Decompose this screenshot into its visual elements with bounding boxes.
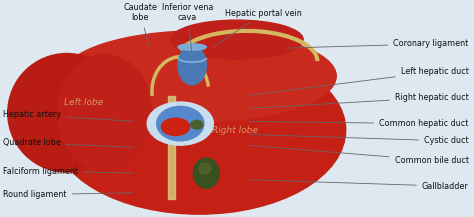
Ellipse shape [161, 118, 190, 135]
Text: Hepatic artery: Hepatic artery [3, 110, 133, 121]
Text: Coronary ligament: Coronary ligament [287, 39, 469, 48]
Text: Right lobe: Right lobe [212, 126, 257, 135]
Text: Common hepatic duct: Common hepatic duct [249, 119, 469, 128]
Text: Gallbladder: Gallbladder [249, 180, 469, 191]
Text: Left hepatic duct: Left hepatic duct [249, 67, 469, 95]
Text: Left lobe: Left lobe [64, 97, 103, 107]
Text: Right hepatic duct: Right hepatic duct [249, 93, 469, 108]
Text: Quadrate lobe: Quadrate lobe [3, 138, 133, 148]
Text: Caudate
lobe: Caudate lobe [123, 3, 157, 45]
Ellipse shape [57, 55, 152, 171]
Ellipse shape [53, 46, 346, 214]
Ellipse shape [191, 120, 203, 129]
Ellipse shape [8, 54, 126, 172]
Ellipse shape [178, 44, 206, 50]
Text: Common bile duct: Common bile duct [249, 145, 469, 165]
Text: Hepatic portal vein: Hepatic portal vein [213, 9, 301, 47]
Polygon shape [167, 95, 174, 199]
Text: Round ligament: Round ligament [3, 190, 133, 199]
Text: Falciform ligament: Falciform ligament [3, 166, 133, 176]
Ellipse shape [193, 158, 219, 188]
Ellipse shape [147, 102, 213, 145]
Ellipse shape [199, 163, 211, 174]
Ellipse shape [62, 31, 336, 122]
Ellipse shape [156, 106, 204, 141]
Ellipse shape [171, 20, 303, 59]
Ellipse shape [178, 46, 206, 85]
Text: Cystic duct: Cystic duct [249, 135, 469, 145]
Text: Inferior vena
cava: Inferior vena cava [162, 3, 213, 52]
